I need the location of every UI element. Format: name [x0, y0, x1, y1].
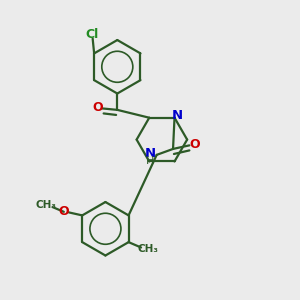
- Text: CH₃: CH₃: [137, 244, 158, 254]
- Text: O: O: [92, 101, 103, 114]
- Text: Cl: Cl: [85, 28, 98, 40]
- Text: O: O: [189, 138, 200, 151]
- Text: O: O: [58, 205, 69, 218]
- Text: N: N: [171, 109, 182, 122]
- Text: N: N: [145, 148, 156, 160]
- Text: H: H: [146, 156, 154, 167]
- Text: CH₃: CH₃: [35, 200, 56, 210]
